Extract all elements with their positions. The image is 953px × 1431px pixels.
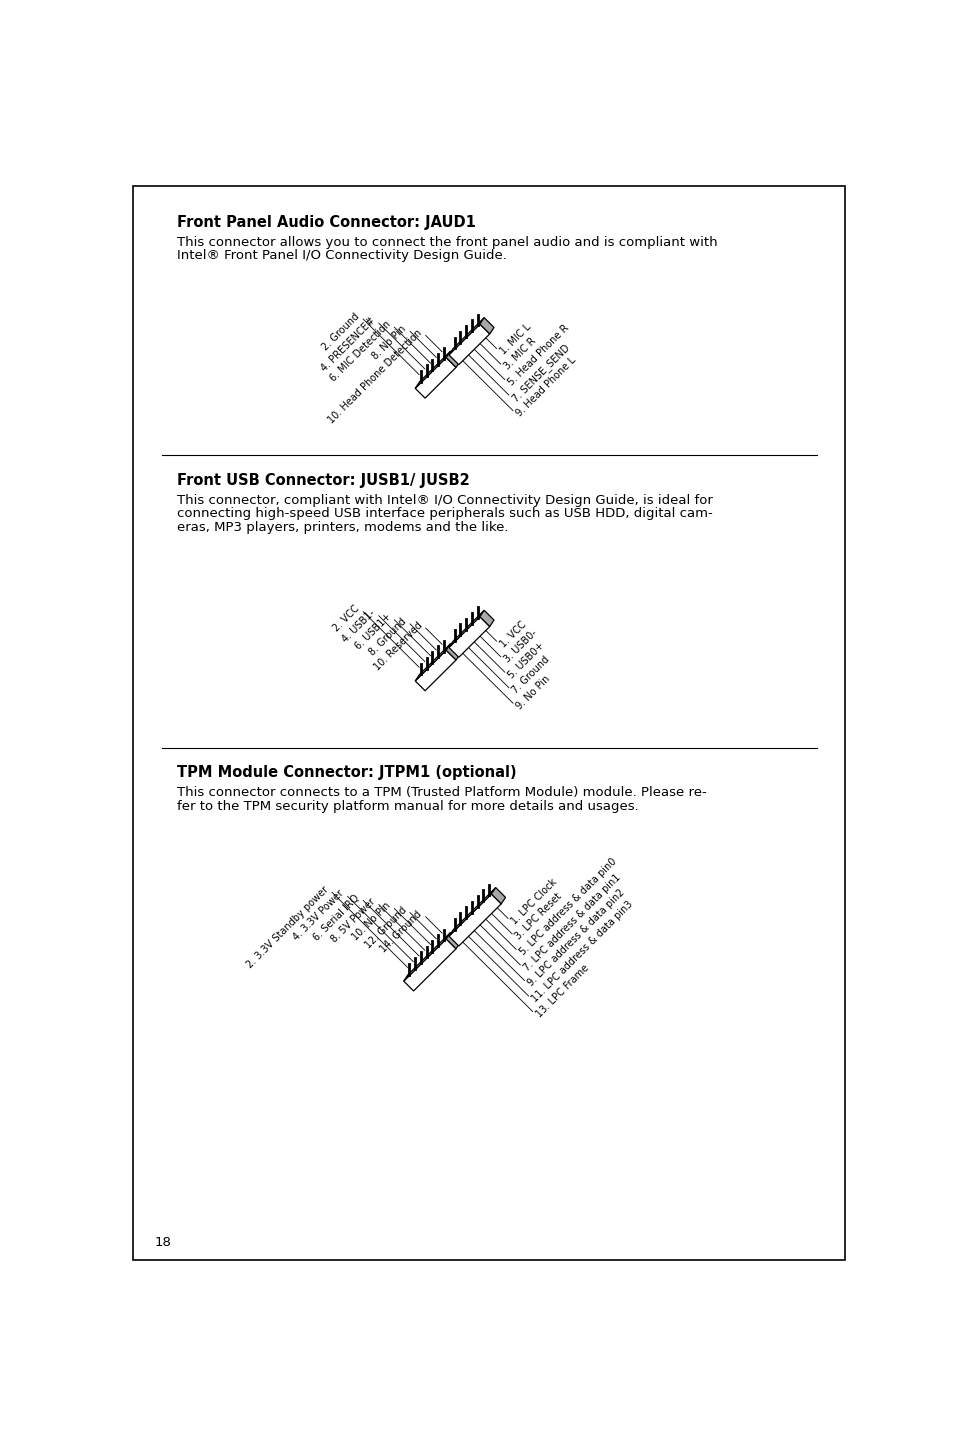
Text: 18: 18 [154,1236,171,1249]
Text: 9. No Pin: 9. No Pin [514,674,552,711]
Polygon shape [415,644,450,681]
Text: 9. Head Phone L: 9. Head Phone L [514,355,578,418]
Polygon shape [415,358,456,398]
Polygon shape [415,351,450,388]
Text: 5. LPC address & data pin0: 5. LPC address & data pin0 [517,857,618,957]
Polygon shape [449,887,496,936]
Text: 3. LPC Reset: 3. LPC Reset [513,892,563,942]
Text: 3. MIC R: 3. MIC R [501,336,537,372]
Text: 4. PRESENCE#: 4. PRESENCE# [319,315,376,373]
Text: 5. Head Phone R: 5. Head Phone R [506,323,570,388]
Text: 7. LPC address & data pin1: 7. LPC address & data pin1 [521,871,622,973]
Polygon shape [449,894,500,946]
Text: This connector, compliant with Intel® I/O Connectivity Design Guide, is ideal fo: This connector, compliant with Intel® I/… [177,494,713,507]
Text: 6. USB1+: 6. USB1+ [353,612,393,653]
Text: 8. 5V Power: 8. 5V Power [329,897,376,944]
Polygon shape [479,318,494,333]
Text: 6. MIC Detection: 6. MIC Detection [328,319,393,384]
Polygon shape [403,933,450,982]
Text: fer to the TPM security platform manual for more details and usages.: fer to the TPM security platform manual … [177,800,639,813]
Polygon shape [446,644,460,660]
Polygon shape [449,610,484,647]
Text: 3. USB0-: 3. USB0- [501,628,538,664]
Text: 10. No Pin: 10. No Pin [351,900,393,943]
Text: 10. Reserved: 10. Reserved [372,620,424,673]
Polygon shape [415,650,456,691]
Text: 7. SENSE_SEND: 7. SENSE_SEND [510,342,572,404]
Text: 4. 3.3V Power: 4. 3.3V Power [292,889,346,943]
Polygon shape [449,323,489,365]
Text: TPM Module Connector: JTPM1 (optional): TPM Module Connector: JTPM1 (optional) [177,766,517,780]
Polygon shape [403,939,456,990]
Text: eras, MP3 players, printers, modems and the like.: eras, MP3 players, printers, modems and … [177,521,508,534]
Text: 2. VCC: 2. VCC [332,604,361,634]
Polygon shape [446,351,460,368]
Text: 1. MIC L: 1. MIC L [497,322,532,356]
Polygon shape [449,617,489,657]
Polygon shape [449,318,484,355]
Text: connecting high-speed USB interface peripherals such as USB HDD, digital cam-: connecting high-speed USB interface peri… [177,508,713,521]
Polygon shape [479,610,494,627]
Text: 7. Ground: 7. Ground [510,654,551,695]
Text: 1. LPC Clock: 1. LPC Clock [509,877,558,926]
Text: Front Panel Audio Connector: JAUD1: Front Panel Audio Connector: JAUD1 [177,215,476,230]
Text: 12. Ground: 12. Ground [363,904,408,950]
Text: Front USB Connector: JUSB1/ JUSB2: Front USB Connector: JUSB1/ JUSB2 [177,472,470,488]
Text: 2. Ground: 2. Ground [320,311,361,352]
Text: 4. USB1-: 4. USB1- [340,608,376,644]
Text: 8. Ground: 8. Ground [367,617,408,657]
Text: 14. Ground: 14. Ground [378,909,424,954]
Polygon shape [491,887,505,904]
Text: 5. USB0+: 5. USB0+ [506,640,546,680]
Text: This connector allows you to connect the front panel audio and is compliant with: This connector allows you to connect the… [177,236,718,249]
Text: 9. LPC address & data pin2: 9. LPC address & data pin2 [525,887,626,989]
Text: 10. Head Phone Detection: 10. Head Phone Detection [326,328,424,425]
Text: This connector connects to a TPM (Trusted Platform Module) module. Please re-: This connector connects to a TPM (Truste… [177,786,706,798]
Text: 1. VCC: 1. VCC [497,620,528,650]
Text: 8. No Pin: 8. No Pin [371,323,408,361]
Text: 6. Serial IRQ: 6. Serial IRQ [312,893,361,943]
Text: 13. LPC Frame: 13. LPC Frame [534,963,590,1019]
Polygon shape [446,933,460,949]
Text: Intel® Front Panel I/O Connectivity Design Guide.: Intel® Front Panel I/O Connectivity Desi… [177,249,507,262]
Text: 11. LPC address & data pin3: 11. LPC address & data pin3 [530,899,635,1005]
Text: 2. 3.3V Standby power: 2. 3.3V Standby power [245,884,330,970]
